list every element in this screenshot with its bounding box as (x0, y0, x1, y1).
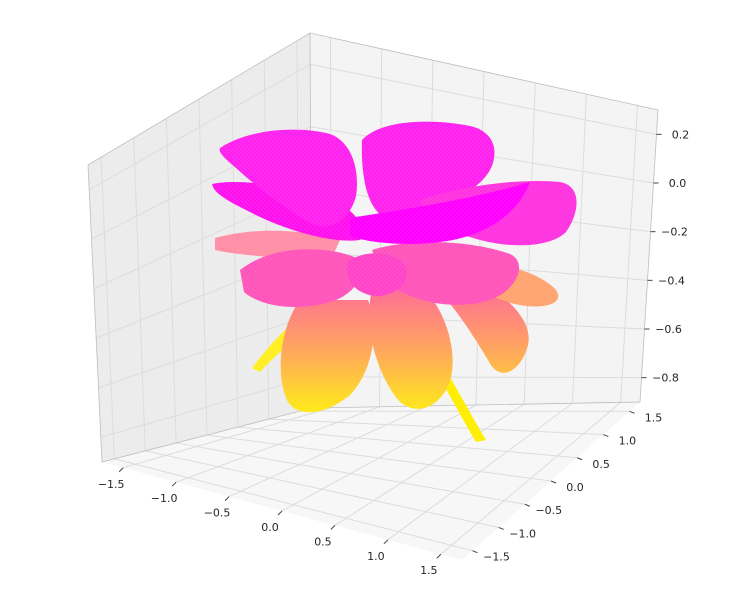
y-tick-label: −1.5 (483, 551, 510, 564)
y-tick-mark (603, 434, 609, 437)
x-tick-mark (118, 467, 124, 473)
x-tick-label: 1.5 (420, 564, 438, 577)
z-tick-label: 0.0 (669, 177, 687, 190)
y-tick-mark (472, 550, 478, 554)
y-gridline (114, 458, 473, 552)
z-tick-label: 0.2 (672, 128, 690, 141)
x-tick-mark (277, 510, 283, 516)
x-tick-label: −1.0 (151, 492, 178, 505)
x-tick-label: 1.0 (367, 550, 385, 563)
y-tick-label: 1.5 (645, 411, 663, 424)
surface (205, 115, 585, 450)
y-tick-label: −1.0 (509, 527, 536, 540)
y-gridline (145, 450, 499, 528)
y-tick-label: 0.0 (566, 481, 584, 494)
x-tick-mark (383, 539, 389, 545)
x-tick-label: −1.5 (98, 478, 125, 491)
x-gridline-back (620, 105, 639, 403)
z-tick-label: −0.8 (652, 372, 679, 385)
z-gridline (310, 63, 657, 135)
y-tick-mark (524, 503, 531, 507)
x-tick-mark (171, 481, 177, 487)
z-gridline-left (88, 63, 311, 191)
z-tick-label: −0.4 (658, 274, 685, 287)
y-tick-label: 0.5 (592, 458, 610, 471)
y-gridline-back (165, 118, 177, 443)
z-axis-ticks: −0.8 −0.6 −0.4 −0.2 0.0 0.2 (641, 128, 690, 385)
y-tick-mark (629, 410, 635, 414)
x-tick-mark (224, 496, 230, 501)
y-tick-label: −0.5 (535, 504, 562, 517)
x-axis-ticks: −1.5 −1.0 −0.5 0.0 0.5 1.0 1.5 (98, 467, 442, 577)
y-tick-label: 1.0 (619, 435, 637, 448)
y-tick-mark (576, 457, 583, 461)
y-gridline (176, 442, 525, 505)
y-gridline-back (100, 157, 115, 459)
z-tick-label: −0.6 (655, 323, 682, 336)
y-gridline-back (133, 137, 146, 451)
x-tick-mark (330, 525, 336, 530)
y-axis-ticks: −1.5 −1.0 −0.5 0.0 0.5 1.0 1.5 (472, 410, 663, 564)
x-tick-label: 0.5 (314, 535, 332, 548)
x-tick-label: 0.0 (261, 521, 279, 534)
z-tick-label: −0.2 (661, 226, 688, 239)
surface-mesh-overlay (205, 115, 585, 450)
x-tick-mark (436, 553, 442, 559)
y-tick-mark (498, 527, 504, 530)
y-tick-mark (550, 480, 557, 484)
x-tick-label: −0.5 (204, 507, 231, 520)
